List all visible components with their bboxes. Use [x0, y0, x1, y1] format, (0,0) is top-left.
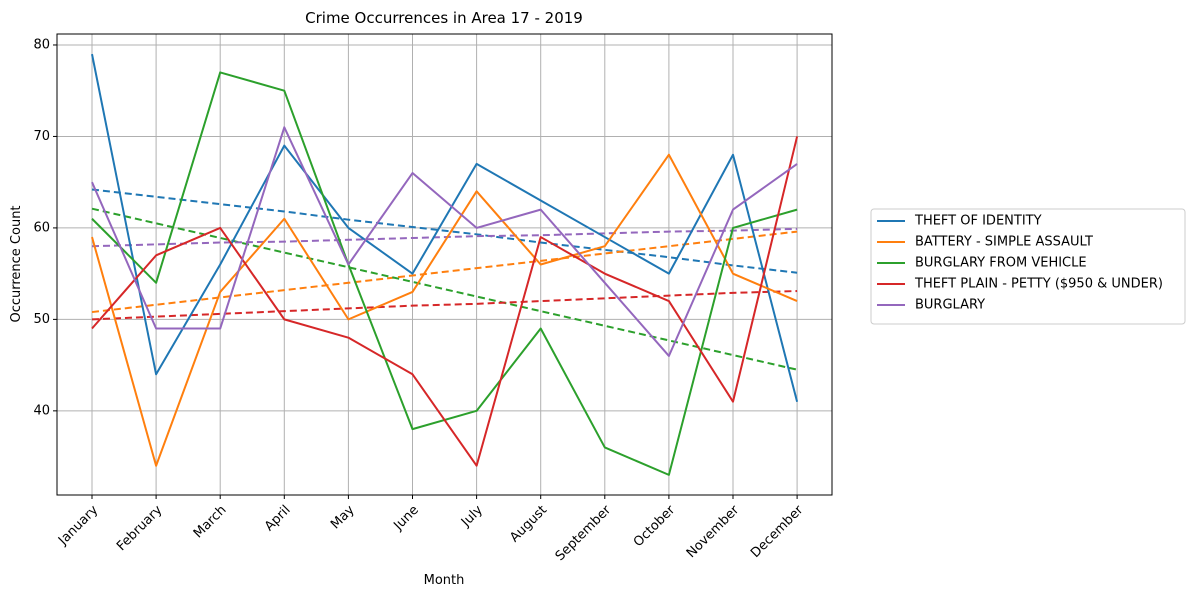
grid: [57, 34, 832, 495]
trend-lines: [91, 188, 798, 371]
x-tick-label: July: [458, 502, 486, 530]
series-line-theft-plain-petty-950-under: [91, 136, 799, 467]
legend-label: THEFT PLAIN - PETTY ($950 & UNDER): [914, 277, 1163, 292]
series-line-battery-simple-assault: [91, 153, 798, 467]
y-axis-title: Occurrence Count: [9, 205, 24, 322]
x-axis-title: Month: [424, 573, 465, 588]
legend-label: BURGLARY FROM VEHICLE: [915, 256, 1087, 271]
y-axis-ticks: 40 50 60 70 80: [33, 37, 57, 418]
legend-label: BATTERY - SIMPLE ASSAULT: [915, 235, 1093, 250]
series-line-theft-of-identity: [91, 53, 799, 402]
plot-frame: [56, 33, 833, 496]
x-tick-label: May: [328, 502, 358, 532]
x-axis-ticks: January February March April May June July Augu…: [55, 495, 807, 564]
x-tick-label: November: [684, 502, 743, 561]
x-tick-label: October: [631, 502, 679, 550]
legend-label: BURGLARY: [915, 298, 985, 313]
x-tick-label: February: [114, 502, 166, 554]
trend-line-theft-of-identity: [91, 188, 798, 274]
y-tick-label: 80: [33, 37, 50, 52]
y-tick-label: 50: [33, 312, 50, 327]
x-tick-label: September: [553, 502, 615, 564]
legend-box: [870, 208, 1186, 325]
y-tick-label: 60: [33, 220, 50, 235]
x-tick-label: December: [748, 502, 807, 561]
series-line-burglary-from-vehicle: [91, 71, 798, 476]
x-tick-label: August: [507, 503, 550, 546]
y-tick-label: 70: [33, 129, 50, 144]
legend: THEFT OF IDENTITY BATTERY - SIMPLE ASSAUL…: [870, 208, 1186, 325]
trend-line-battery-simple-assault: [91, 230, 798, 314]
series-line-burglary: [91, 126, 798, 357]
x-tick-label: January: [55, 502, 101, 548]
y-tick-label: 40: [33, 403, 50, 418]
x-tick-label: June: [390, 503, 421, 534]
series-lines: [91, 53, 799, 476]
trend-line-burglary: [91, 227, 798, 248]
trend-line-theft-plain-petty-950-under: [91, 290, 798, 321]
legend-label: THEFT OF IDENTITY: [914, 214, 1042, 229]
x-tick-label: April: [262, 503, 294, 535]
chart-title: Crime Occurrences in Area 17 - 2019: [305, 9, 583, 27]
x-tick-label: March: [191, 503, 230, 542]
